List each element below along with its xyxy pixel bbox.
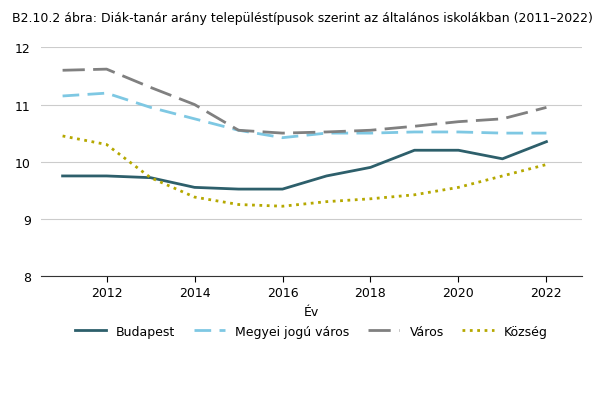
Text: B2.10.2 ábra: Diák-tanár arány településtípusok szerint az általános iskolákban : B2.10.2 ábra: Diák-tanár arány település… xyxy=(12,12,593,25)
X-axis label: Év: Év xyxy=(303,305,319,318)
Legend: Budapest, Megyei jogú város, Város, Község: Budapest, Megyei jogú város, Város, Közs… xyxy=(69,320,553,343)
